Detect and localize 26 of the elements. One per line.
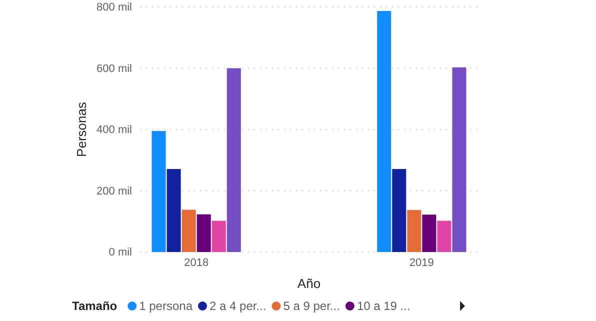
legend-label: 10 a 19 ... [356,299,410,313]
bar [422,214,436,252]
bar [377,10,392,252]
legend-label: 5 a 9 per... [283,299,340,313]
y-tick-label: 200 mil [96,185,132,198]
bar [212,220,226,252]
bar [196,214,211,252]
y-tick-label: 800 mil [96,2,132,14]
x-axis-title: Año [297,276,321,291]
bar [452,67,466,252]
legend-label: 2 a 4 per... [210,299,266,313]
bar [166,169,181,252]
bar [437,220,452,252]
x-tick-label: 2018 [184,256,209,269]
y-tick-label: 400 mil [96,124,132,136]
bar [182,210,196,252]
y-tick-label: 0 mil [108,246,132,259]
bar [407,210,422,252]
y-tick-label: 600 mil [96,62,132,75]
y-axis-title: Personas [74,102,89,157]
legend-title: Tamaño [72,299,118,313]
bar [392,169,406,252]
x-tick-label: 2019 [409,256,434,269]
bar [226,68,241,252]
legend-label: 1 persona [139,299,193,313]
bar [152,131,166,252]
